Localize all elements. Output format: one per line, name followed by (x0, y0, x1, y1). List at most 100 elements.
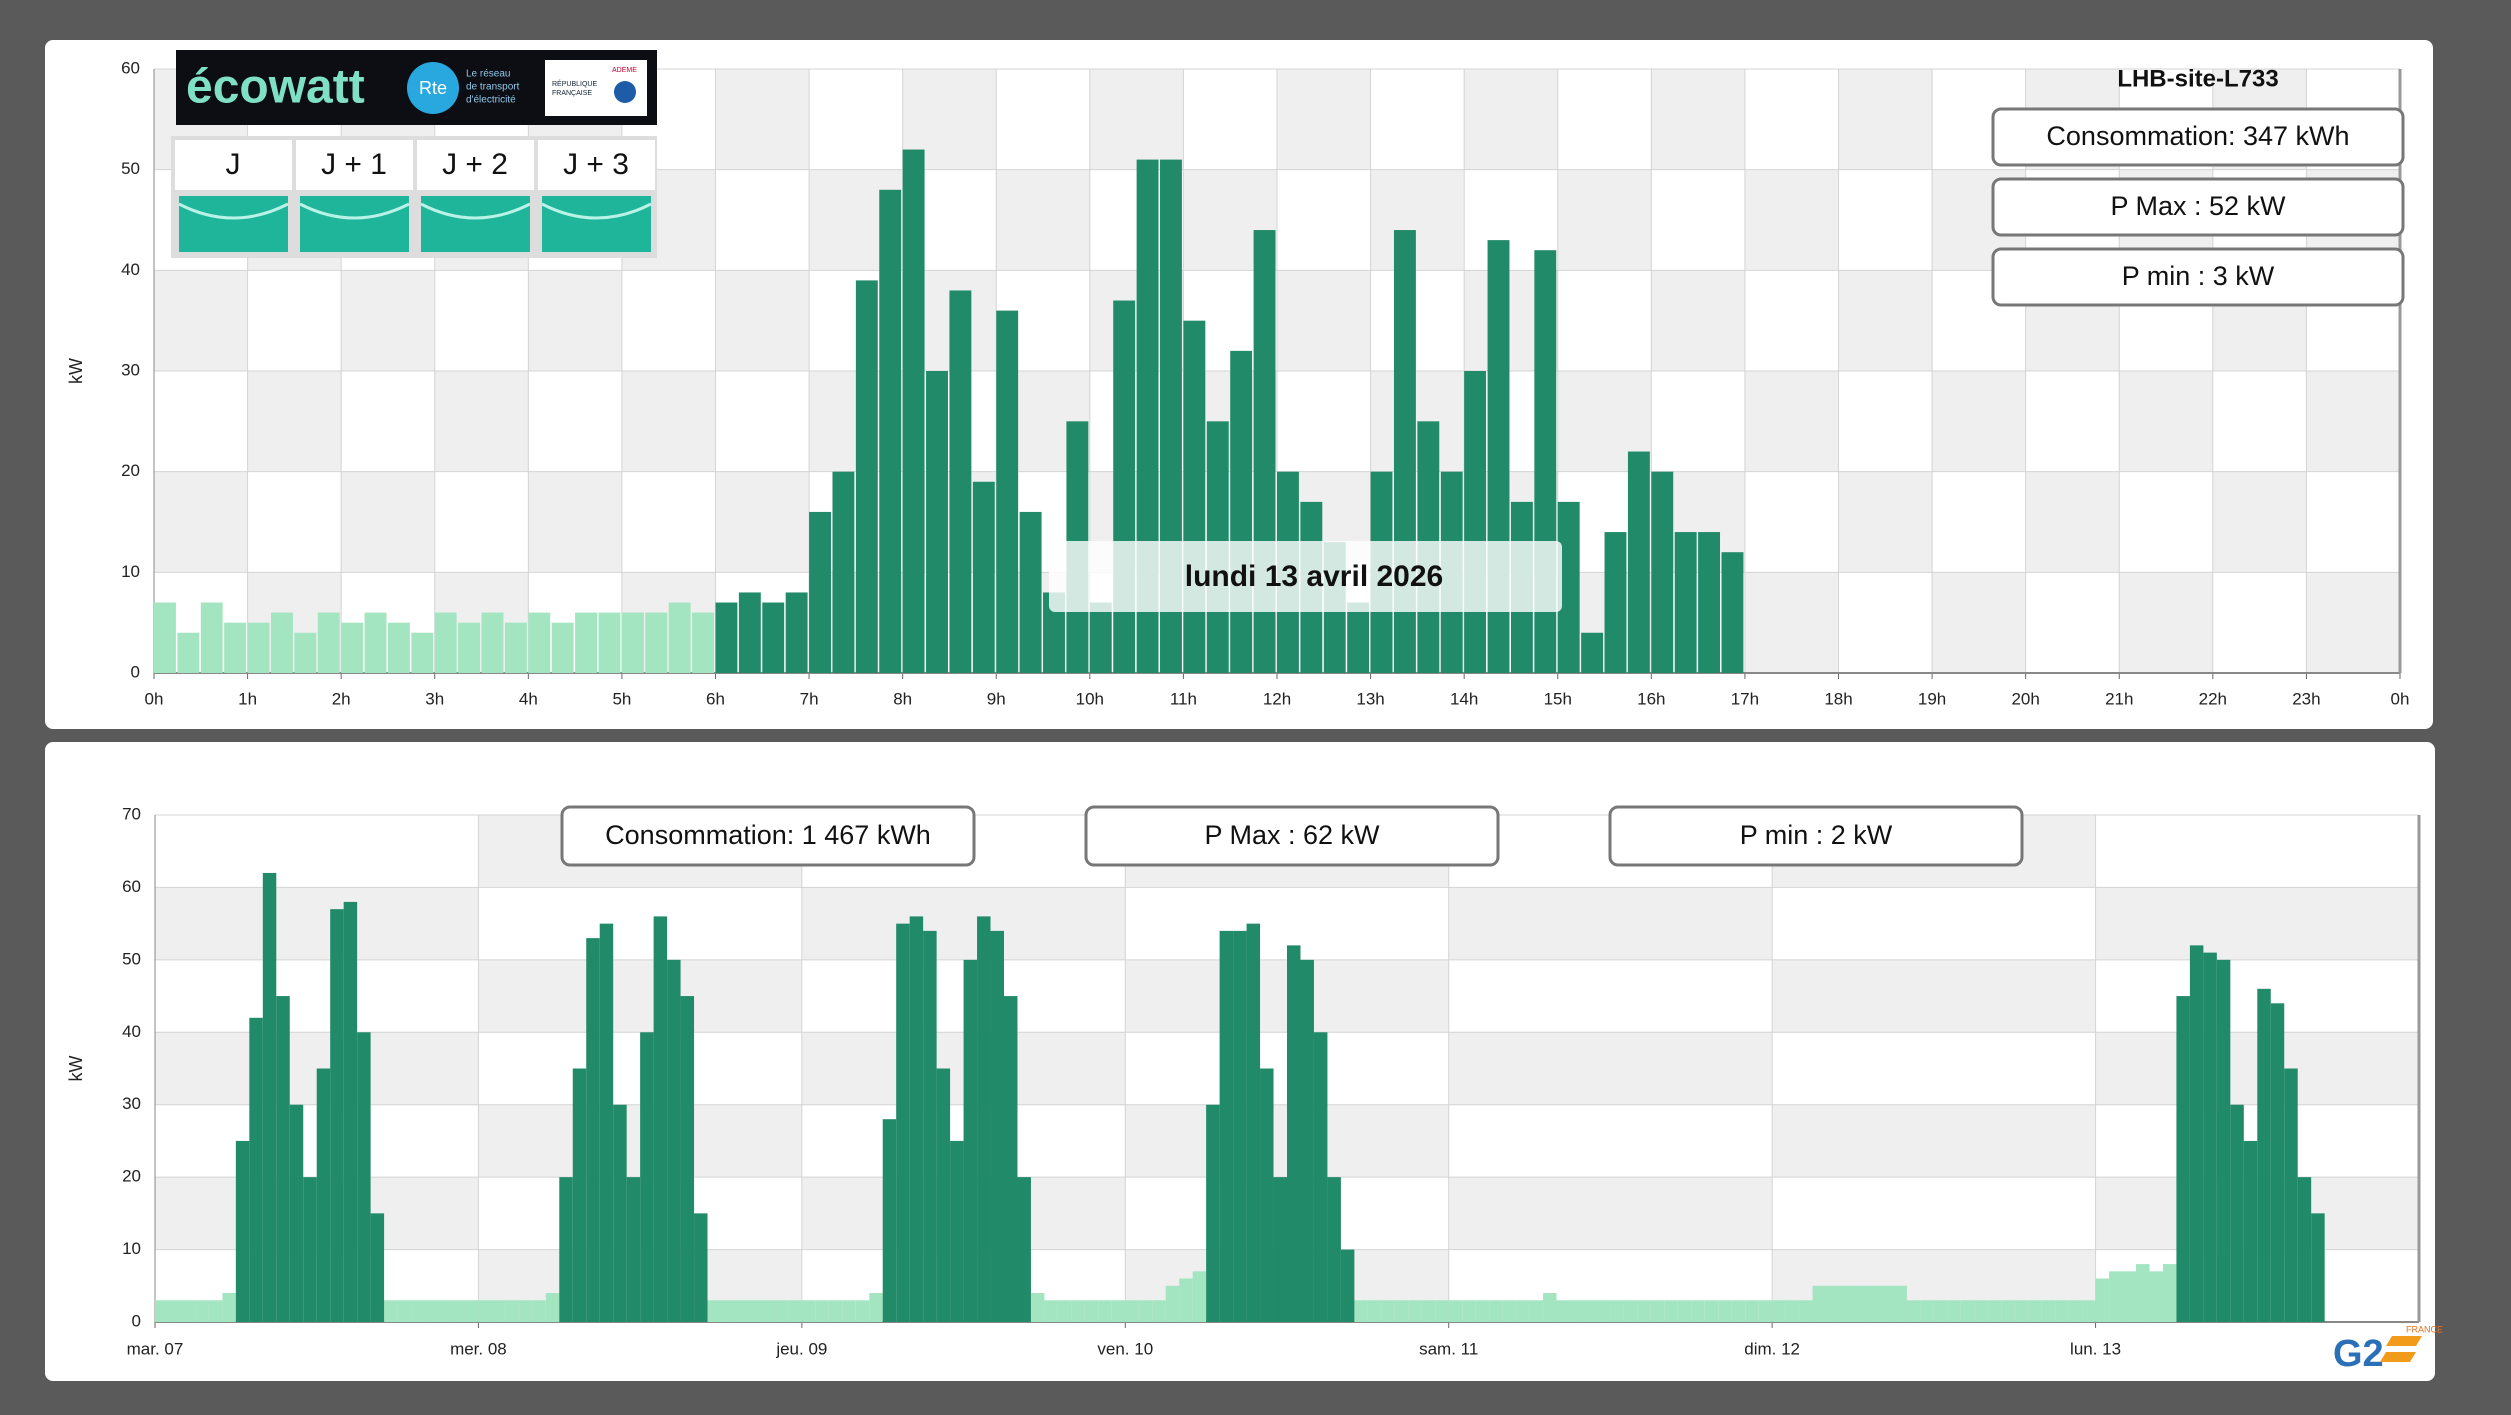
bar (1300, 959, 1314, 1322)
rte-text: Rte (419, 78, 447, 98)
bar (785, 592, 808, 673)
bar (879, 189, 902, 674)
bar (1084, 1300, 1099, 1322)
day-header (175, 140, 292, 190)
grid-cell (2306, 572, 2400, 673)
bar (411, 632, 434, 673)
ecowatt-logo: écowatt (186, 61, 365, 114)
ademe-text: ADEME (612, 67, 637, 74)
bar (613, 1104, 627, 1322)
x-tick-label: 6h (706, 689, 725, 708)
bar (1583, 1300, 1597, 1322)
bar (276, 996, 290, 1322)
x-tick-label: 7h (800, 689, 819, 708)
bar (155, 1300, 169, 1322)
grid-cell (996, 169, 1090, 271)
bar (1698, 532, 1721, 673)
bar (972, 481, 995, 673)
bar (195, 1300, 209, 1322)
bar (977, 916, 991, 1322)
day-header (538, 140, 655, 190)
bar (424, 1300, 438, 1322)
stat-box (1084, 805, 1500, 867)
bar (397, 1300, 412, 1322)
bar (680, 996, 695, 1322)
x-tick-label: 11h (1170, 689, 1197, 708)
bar (1650, 1300, 1665, 1322)
bar (208, 1300, 223, 1322)
grid-cell (2025, 471, 2120, 573)
date-badge (1049, 541, 1562, 612)
stat-text: Consommation: 1 467 kWh (605, 820, 931, 850)
day-label: J (226, 148, 241, 181)
bar (572, 1068, 587, 1322)
bar (528, 612, 551, 673)
bar (963, 959, 978, 1322)
bar (1745, 1300, 1759, 1322)
bar (761, 1300, 775, 1322)
bar (1230, 350, 1253, 673)
bar (1839, 1285, 1853, 1322)
bar (801, 1300, 816, 1322)
bar (464, 1300, 479, 1322)
bar (1866, 1285, 1880, 1322)
grid-cell (1277, 270, 1371, 371)
grid-cell (154, 471, 248, 573)
bar (1464, 371, 1487, 673)
bar (1354, 1300, 1368, 1322)
bar (1556, 1300, 1570, 1322)
bar (1113, 300, 1136, 673)
bar (1071, 1300, 1085, 1322)
x-tick-label: 4h (519, 689, 538, 708)
bar (1448, 1300, 1463, 1322)
charts: 0 10 20 30 40 50 60 0h 1h 2h 3h 4h 5h 6h 7h 8h 9h 10h 11h 1… (66, 58, 2421, 1358)
grid-cell (155, 887, 479, 960)
day-signal (421, 196, 530, 252)
bar (1691, 1300, 1705, 1322)
bar (438, 1300, 452, 1322)
bar (1233, 930, 1247, 1322)
x-tick-label: 2h (332, 689, 351, 708)
y-tick-label: 10 (121, 562, 140, 581)
grid-cell (341, 270, 435, 371)
x-tick-label: 22h (2199, 689, 2227, 708)
bar (200, 602, 223, 673)
bar (545, 1293, 560, 1322)
bar (1017, 1177, 1031, 1322)
y-tick-label: 0 (131, 662, 140, 681)
bar (491, 1300, 506, 1322)
bar (505, 1300, 519, 1322)
bar (721, 1300, 735, 1322)
bar (1125, 1300, 1139, 1322)
x-tick-label: 15h (1544, 689, 1572, 708)
bar (1799, 1300, 1813, 1322)
bar (1721, 552, 1744, 673)
y-tick-label: 30 (121, 360, 140, 379)
bar (294, 632, 317, 673)
day-header (296, 140, 413, 190)
grid-cell (1651, 270, 1745, 371)
x-tick-label: 1h (238, 689, 257, 708)
bar (2243, 1140, 2258, 1322)
grid-cell (1651, 69, 1745, 170)
bar (1313, 1032, 1328, 1322)
bar (1637, 1300, 1651, 1322)
grid-cell (478, 1104, 802, 1178)
bar (909, 916, 924, 1322)
bar (692, 612, 714, 673)
bar (341, 622, 364, 673)
grid-cell (1932, 572, 2026, 673)
bar (842, 1300, 856, 1322)
bar (1260, 1068, 1274, 1322)
bar (1960, 1300, 1975, 1322)
bar (1057, 1300, 1072, 1322)
grid-cell (1089, 69, 1184, 170)
bar (621, 612, 644, 673)
grid-cell (2212, 471, 2307, 573)
grid-cell (1448, 887, 1773, 960)
y-tick-label: 50 (121, 159, 140, 178)
bar (2216, 959, 2231, 1322)
bar (2203, 952, 2217, 1322)
bar (1785, 1300, 1800, 1322)
